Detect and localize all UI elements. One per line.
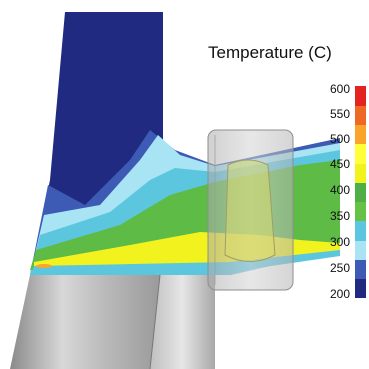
legend-color-segment bbox=[355, 124, 366, 145]
legend-tick-500: 500 bbox=[329, 132, 350, 146]
legend-tick-300: 300 bbox=[329, 235, 350, 249]
legend-color-segment bbox=[355, 278, 366, 299]
legend-color-segment bbox=[355, 220, 366, 241]
legend-tick-350: 350 bbox=[329, 209, 350, 223]
legend-tick-550: 550 bbox=[329, 107, 350, 121]
legend-color-segment bbox=[355, 259, 366, 280]
legend-color-segment bbox=[355, 163, 366, 183]
legend-tick-400: 400 bbox=[329, 183, 350, 197]
legend-title: Temperature (C) bbox=[208, 43, 332, 62]
legend-color-segment bbox=[355, 182, 366, 203]
legend-color-segment bbox=[355, 240, 366, 260]
lower-die bbox=[10, 274, 215, 369]
legend-tick-250: 250 bbox=[329, 261, 350, 275]
legend-tick-600: 600 bbox=[329, 82, 350, 96]
legend-color-segment bbox=[355, 201, 366, 222]
tool-insert bbox=[224, 159, 276, 262]
legend-color-segment bbox=[355, 105, 366, 126]
legend-tick-200: 200 bbox=[329, 287, 350, 301]
legend-colorbar bbox=[355, 86, 366, 299]
legend-color-segment bbox=[355, 86, 366, 106]
legend-color-segment bbox=[355, 143, 366, 164]
legend-tick-450: 450 bbox=[329, 157, 350, 171]
zone-hot-spot bbox=[36, 264, 52, 268]
